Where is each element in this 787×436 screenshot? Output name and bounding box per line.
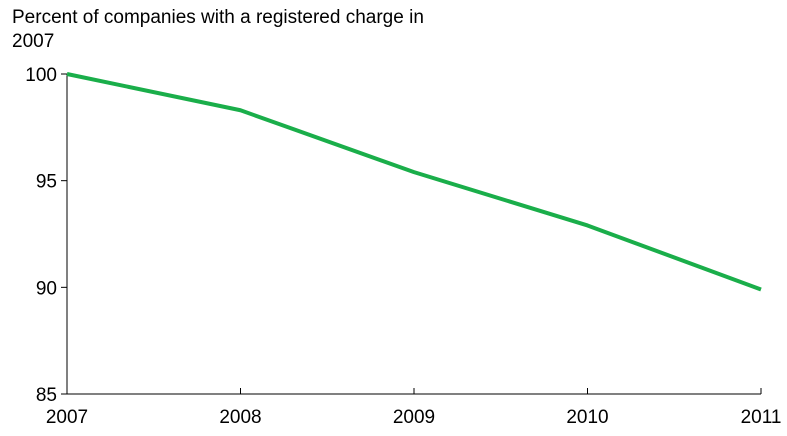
series-layer [66,72,762,292]
x-tick-label: 2007 [46,407,88,428]
y-tick-label: 100 [25,65,57,86]
x-tick-label: 2009 [393,407,435,428]
series-line-0 [66,72,762,292]
x-axis-ticks: 2007 2008 2009 2010 2011 [46,388,782,428]
y-axis-ticks: 85 90 95 100 [25,65,67,406]
axes [66,74,761,395]
x-tick-label: 2010 [566,407,608,428]
y-tick-label: 90 [36,278,57,299]
y-tick-label: 95 [36,172,57,193]
x-tick-label: 2008 [219,407,261,428]
x-tick-label: 2011 [741,407,782,428]
chart-title: Percent of companies with a registered c… [12,7,424,52]
y-tick-label: 85 [36,385,57,406]
